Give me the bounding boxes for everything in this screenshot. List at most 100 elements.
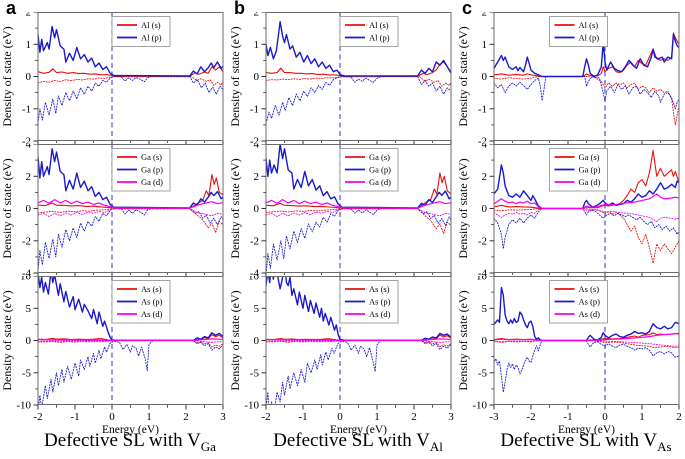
svg-text:As (d): As (d) bbox=[141, 309, 163, 319]
svg-text:0: 0 bbox=[254, 203, 260, 215]
svg-text:0: 0 bbox=[482, 203, 488, 215]
svg-text:Density of state (eV): Density of state (eV) bbox=[228, 26, 242, 126]
svg-text:5: 5 bbox=[26, 303, 32, 315]
subplot-a-as-dos: -10 -5 0 5 10 -2 -1 0 1 2 3 Energy (eV) Density of s… bbox=[0, 271, 229, 446]
caption-text: Defective SL with V bbox=[273, 430, 430, 451]
svg-text:-5: -5 bbox=[22, 367, 32, 379]
svg-text:3: 3 bbox=[220, 411, 226, 423]
svg-text:-5: -5 bbox=[250, 367, 260, 379]
subplot-c-as-dos: -10 -5 0 5 10 -3 -2 -1 0 1 2 Energy (eV) Density of … bbox=[456, 271, 685, 446]
panel-c: c -2 -1 0 1 2 Density of state (eV) Al (s) Al (… bbox=[456, 0, 685, 459]
svg-text:-10: -10 bbox=[244, 400, 259, 412]
svg-text:Density of state (eV): Density of state (eV) bbox=[228, 158, 242, 258]
svg-text:4: 4 bbox=[26, 144, 32, 151]
subplot-b-as-dos: -10 -5 0 5 10 -2 -1 0 1 2 3 Energy (eV) Density of s… bbox=[228, 271, 457, 446]
svg-text:Ga (s): Ga (s) bbox=[579, 152, 600, 162]
svg-text:As (p): As (p) bbox=[579, 297, 601, 307]
svg-text:-4: -4 bbox=[478, 268, 488, 277]
svg-text:3: 3 bbox=[448, 411, 454, 423]
svg-text:-1: -1 bbox=[22, 103, 31, 115]
svg-text:-1: -1 bbox=[298, 411, 307, 423]
svg-text:-2: -2 bbox=[478, 235, 487, 247]
svg-text:0: 0 bbox=[109, 411, 115, 423]
svg-text:2: 2 bbox=[183, 411, 189, 423]
svg-text:Density of state (eV): Density of state (eV) bbox=[0, 290, 14, 390]
svg-text:-2: -2 bbox=[250, 136, 259, 145]
subplot-b-ga-dos: -4 -2 0 2 4 Density of state (eV) Ga (s) Ga (p)… bbox=[228, 139, 457, 281]
svg-text:1: 1 bbox=[146, 411, 152, 423]
svg-text:10: 10 bbox=[476, 276, 488, 283]
svg-text:As (s): As (s) bbox=[141, 284, 162, 294]
svg-text:As (s): As (s) bbox=[369, 284, 390, 294]
svg-text:-2: -2 bbox=[261, 411, 270, 423]
svg-text:Ga (s): Ga (s) bbox=[141, 152, 162, 162]
svg-text:-3: -3 bbox=[489, 411, 499, 423]
caption-subscript: Al bbox=[429, 438, 443, 454]
svg-text:-1: -1 bbox=[563, 411, 572, 423]
svg-text:As (d): As (d) bbox=[579, 309, 601, 319]
svg-text:0: 0 bbox=[602, 411, 608, 423]
svg-text:1: 1 bbox=[482, 39, 488, 51]
svg-text:4: 4 bbox=[482, 144, 488, 151]
svg-text:1: 1 bbox=[639, 411, 645, 423]
svg-text:Ga (p): Ga (p) bbox=[579, 165, 601, 175]
svg-text:As (p): As (p) bbox=[141, 297, 163, 307]
svg-text:10: 10 bbox=[20, 276, 32, 283]
svg-text:2: 2 bbox=[254, 171, 260, 183]
svg-text:Density of state (eV): Density of state (eV) bbox=[0, 26, 14, 126]
svg-text:0: 0 bbox=[254, 335, 260, 347]
svg-text:Energy (eV): Energy (eV) bbox=[102, 424, 159, 436]
svg-text:-1: -1 bbox=[250, 103, 259, 115]
svg-text:0: 0 bbox=[482, 335, 488, 347]
svg-text:0: 0 bbox=[482, 71, 488, 83]
subplot-c-al-dos: -2 -1 0 1 2 Density of state (eV) Al (s) Al (p) bbox=[456, 7, 685, 149]
svg-text:2: 2 bbox=[482, 171, 488, 183]
svg-text:Density of state (eV): Density of state (eV) bbox=[456, 290, 470, 390]
svg-text:Ga (d): Ga (d) bbox=[141, 177, 163, 187]
svg-text:5: 5 bbox=[482, 303, 488, 315]
subplot-a-ga-dos: -4 -2 0 2 4 Density of state (eV) Ga (s) Ga (p)… bbox=[0, 139, 229, 281]
svg-text:-1: -1 bbox=[70, 411, 79, 423]
svg-text:Density of state (eV): Density of state (eV) bbox=[228, 290, 242, 390]
svg-text:Al (p): Al (p) bbox=[141, 33, 162, 43]
caption-text: Defective SL with V bbox=[44, 430, 201, 451]
svg-text:2: 2 bbox=[411, 411, 417, 423]
svg-text:0: 0 bbox=[337, 411, 343, 423]
svg-text:Ga (d): Ga (d) bbox=[369, 177, 391, 187]
svg-text:As (d): As (d) bbox=[369, 309, 391, 319]
svg-text:-2: -2 bbox=[33, 411, 42, 423]
svg-text:Al (s): Al (s) bbox=[369, 20, 389, 30]
svg-text:1: 1 bbox=[254, 39, 260, 51]
panel-b: b -2 -1 0 1 2 Density of state (eV) Al (s) Al (… bbox=[228, 0, 456, 459]
subplot-b-al-dos: -2 -1 0 1 2 Density of state (eV) Al (s) Al (p) bbox=[228, 7, 457, 149]
svg-text:Density of state (eV): Density of state (eV) bbox=[456, 158, 470, 258]
panel-caption-b: Defective SL with VAl bbox=[258, 430, 458, 455]
svg-text:-10: -10 bbox=[472, 400, 487, 412]
svg-text:Ga (s): Ga (s) bbox=[369, 152, 390, 162]
svg-text:Energy (eV): Energy (eV) bbox=[558, 424, 615, 436]
svg-text:2: 2 bbox=[26, 12, 32, 19]
svg-text:Energy (eV): Energy (eV) bbox=[330, 424, 387, 436]
svg-text:0: 0 bbox=[26, 203, 32, 215]
svg-text:Ga (d): Ga (d) bbox=[579, 177, 601, 187]
svg-text:Al (s): Al (s) bbox=[141, 20, 161, 30]
svg-text:-4: -4 bbox=[22, 268, 32, 277]
subplot-c-ga-dos: -4 -2 0 2 4 Density of state (eV) Ga (s) Ga (p)… bbox=[456, 139, 685, 281]
panel-caption-a: Defective SL with VGa bbox=[30, 430, 230, 455]
svg-text:-10: -10 bbox=[16, 400, 31, 412]
panel-letter-b: b bbox=[234, 0, 245, 18]
svg-text:2: 2 bbox=[254, 12, 260, 19]
svg-text:-2: -2 bbox=[526, 411, 535, 423]
panel-letter-a: a bbox=[6, 0, 17, 18]
svg-text:10: 10 bbox=[248, 276, 260, 283]
svg-text:1: 1 bbox=[374, 411, 380, 423]
svg-text:0: 0 bbox=[26, 335, 32, 347]
caption-subscript: As bbox=[657, 438, 672, 454]
svg-text:Ga (p): Ga (p) bbox=[141, 165, 163, 175]
svg-text:-2: -2 bbox=[250, 235, 259, 247]
svg-text:5: 5 bbox=[254, 303, 260, 315]
svg-text:0: 0 bbox=[254, 71, 260, 83]
caption-text: Defective SL with V bbox=[500, 430, 658, 451]
svg-text:2: 2 bbox=[26, 171, 32, 183]
